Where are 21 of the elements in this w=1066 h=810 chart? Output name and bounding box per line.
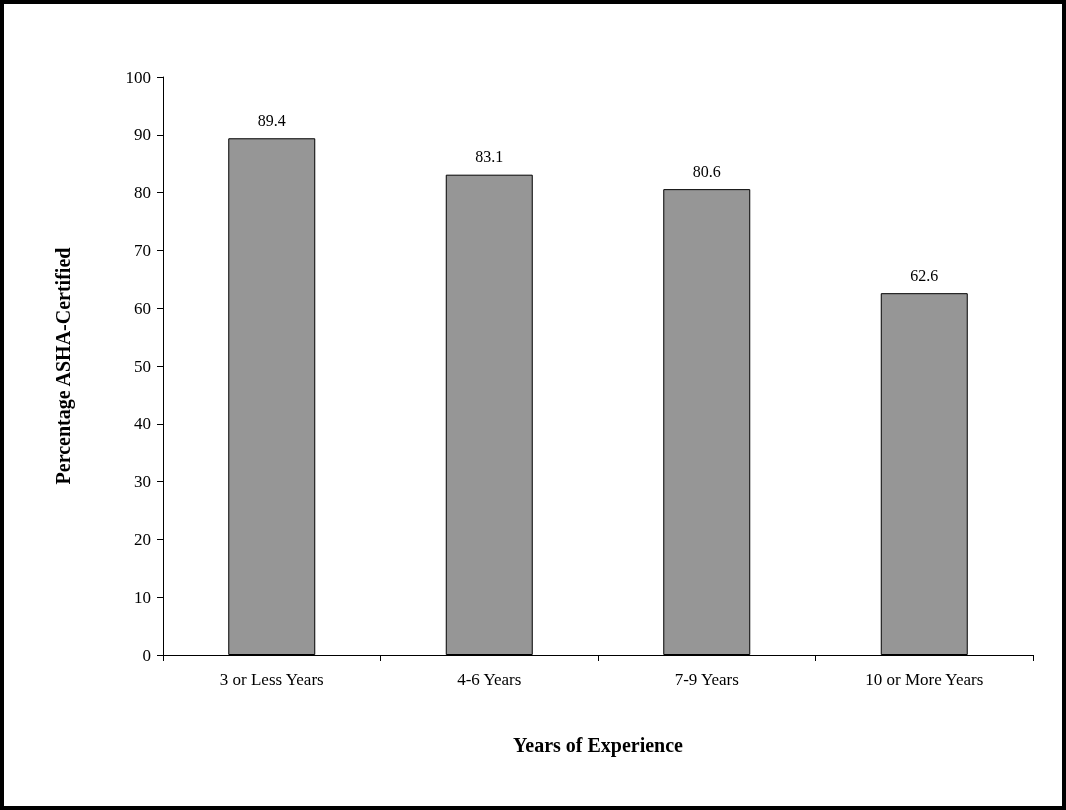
y-tick-label: 100 — [125, 67, 151, 87]
x-tick-label: 10 or More Years — [865, 670, 984, 689]
y-tick-label: 50 — [134, 356, 151, 376]
y-tick-label: 70 — [134, 240, 151, 260]
y-tick-label: 90 — [134, 125, 151, 145]
x-tick-label: 7-9 Years — [674, 670, 739, 689]
data-label: 83.1 — [475, 148, 504, 166]
x-axis-title: Years of Experience — [513, 734, 684, 757]
y-tick-label: 80 — [134, 183, 151, 203]
y-tick-label: 0 — [142, 645, 151, 665]
x-tick-label: 3 or Less Years — [219, 670, 324, 689]
y-axis-title: Percentage ASHA-Certified — [52, 247, 75, 485]
data-label: 62.6 — [910, 266, 939, 284]
y-tick-label: 30 — [134, 472, 151, 492]
data-label: 80.6 — [692, 162, 721, 180]
y-tick-label: 20 — [134, 529, 151, 549]
data-label: 89.4 — [257, 111, 286, 129]
y-tick-label: 60 — [134, 298, 151, 318]
y-tick-label: 10 — [134, 587, 151, 607]
y-tick-label: 40 — [134, 414, 151, 434]
x-tick-label: 4-6 Years — [457, 670, 522, 689]
